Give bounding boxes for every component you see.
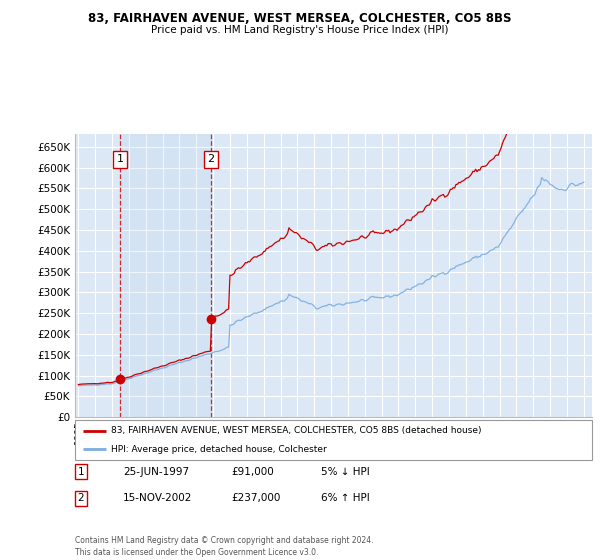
Text: 15-NOV-2002: 15-NOV-2002 [123, 493, 193, 503]
Text: Price paid vs. HM Land Registry's House Price Index (HPI): Price paid vs. HM Land Registry's House … [151, 25, 449, 35]
Text: £91,000: £91,000 [231, 466, 274, 477]
Text: Contains HM Land Registry data © Crown copyright and database right 2024.
This d: Contains HM Land Registry data © Crown c… [75, 536, 373, 557]
Text: 83, FAIRHAVEN AVENUE, WEST MERSEA, COLCHESTER, CO5 8BS: 83, FAIRHAVEN AVENUE, WEST MERSEA, COLCH… [88, 12, 512, 25]
Text: 83, FAIRHAVEN AVENUE, WEST MERSEA, COLCHESTER, CO5 8BS (detached house): 83, FAIRHAVEN AVENUE, WEST MERSEA, COLCH… [111, 426, 482, 435]
Text: HPI: Average price, detached house, Colchester: HPI: Average price, detached house, Colc… [111, 445, 327, 454]
Text: 6% ↑ HPI: 6% ↑ HPI [321, 493, 370, 503]
Text: 2: 2 [77, 493, 85, 503]
Text: 1: 1 [117, 155, 124, 164]
Bar [121, 134, 211, 417]
Text: 25-JUN-1997: 25-JUN-1997 [123, 466, 189, 477]
Text: 2: 2 [208, 155, 215, 164]
Text: £237,000: £237,000 [231, 493, 280, 503]
Text: 5% ↓ HPI: 5% ↓ HPI [321, 466, 370, 477]
Text: 1: 1 [77, 466, 85, 477]
